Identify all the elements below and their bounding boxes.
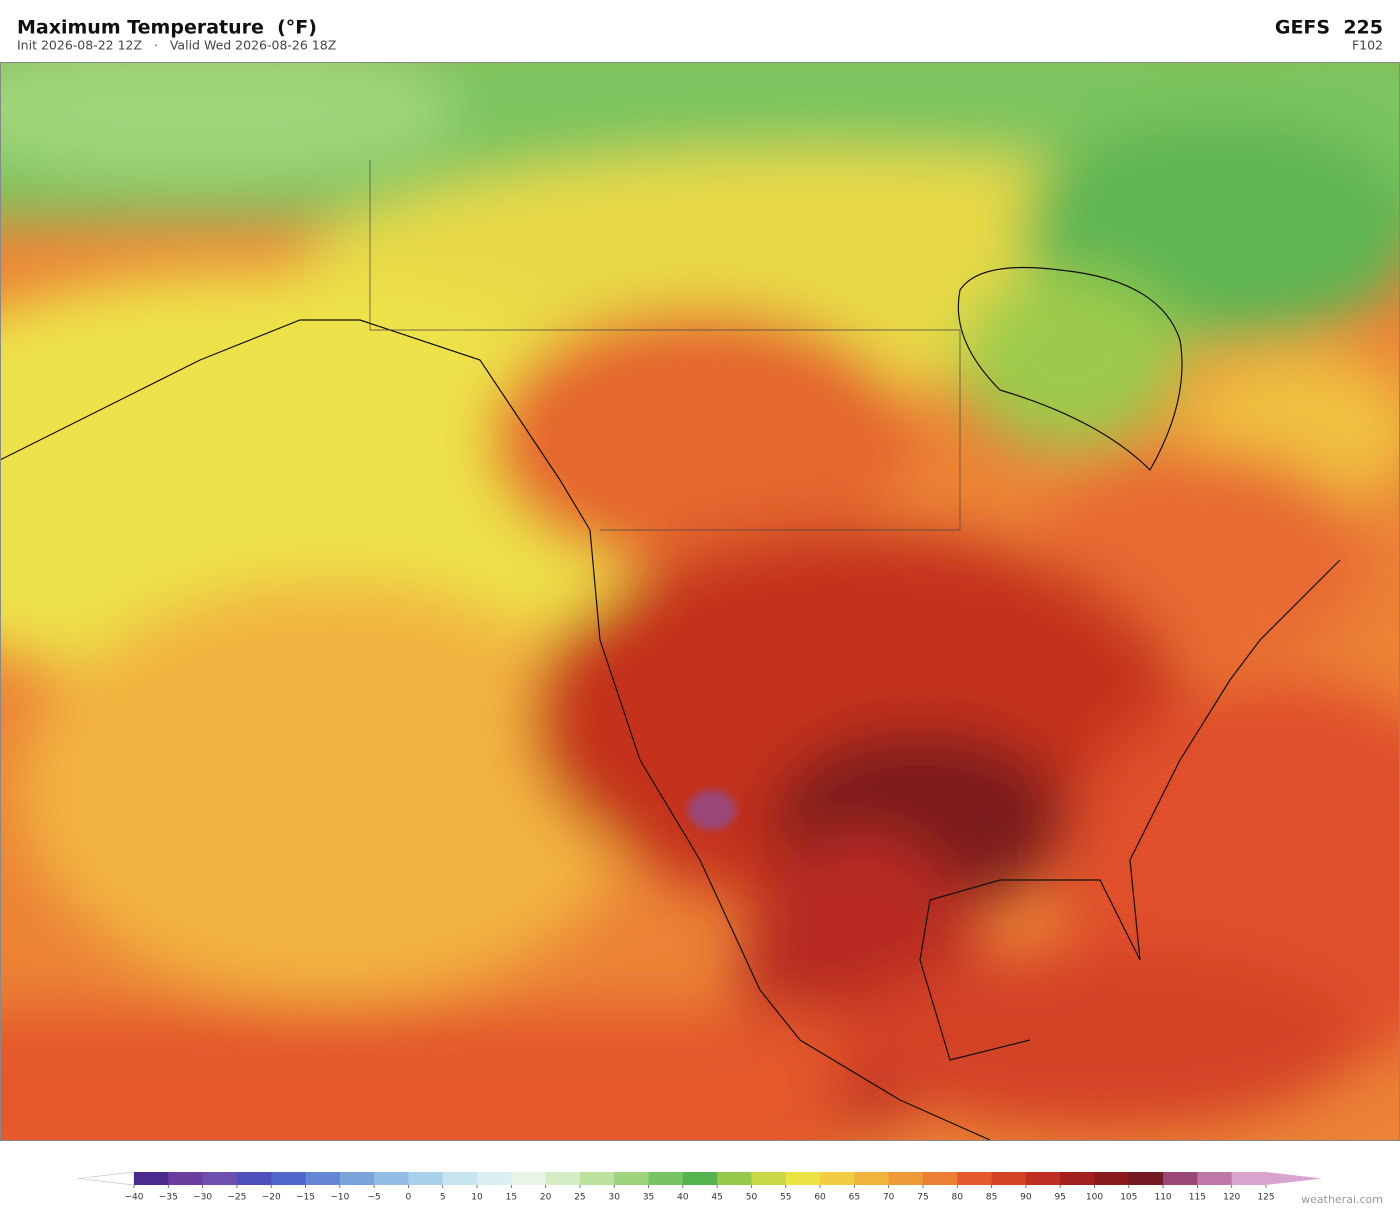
colorbar-segment xyxy=(168,1172,204,1185)
colorbar-segment xyxy=(785,1172,821,1185)
temperature-map xyxy=(0,62,1400,1140)
coastline xyxy=(0,319,1341,1140)
colorbar-segment xyxy=(1163,1172,1198,1185)
colorbar: −40 −35 −30 −25 −20 −15 −10 −5 0 5 10 15 20 25 30 35 40 4… xyxy=(77,1171,1322,1203)
model-label: GEFS 225 xyxy=(1275,17,1383,39)
colorbar-segment xyxy=(1128,1172,1164,1185)
colorbar-tick-label: −5 xyxy=(367,1193,380,1203)
colorbar-tick-label: 20 xyxy=(540,1193,552,1203)
colorbar-tick-label: 5 xyxy=(440,1193,446,1203)
colorbar-segment xyxy=(1197,1172,1233,1185)
colorbar-segment xyxy=(134,1172,169,1185)
colorbar-tick-label: 25 xyxy=(574,1193,585,1203)
colorbar-tick-label: 15 xyxy=(506,1193,517,1203)
colorbar-tick-label: −40 xyxy=(125,1193,144,1203)
colorbar-tick-label: −10 xyxy=(330,1193,349,1203)
colorbar-segment xyxy=(991,1172,1027,1185)
colorbar-over xyxy=(1266,1172,1322,1185)
borders xyxy=(369,160,961,531)
colorbar-tick-label: 95 xyxy=(1054,1193,1065,1203)
colorbar-under xyxy=(77,1171,135,1186)
colorbar-tick-label: −35 xyxy=(159,1193,178,1203)
colorbar-tick-label: 30 xyxy=(609,1193,621,1203)
colorbar-tick-label: −20 xyxy=(262,1193,281,1203)
title: Maximum Temperature (°F) xyxy=(17,17,317,39)
colorbar-segment xyxy=(305,1172,341,1185)
colorbar-segment xyxy=(202,1172,238,1185)
forecast-hour: F102 xyxy=(1352,38,1383,53)
colorbar-tick-label: 85 xyxy=(986,1193,997,1203)
colorbar-segment xyxy=(1231,1172,1267,1185)
colorbar-tick-label: −15 xyxy=(296,1193,315,1203)
colorbar-segment xyxy=(751,1172,787,1185)
colorbar-tick-label: 10 xyxy=(471,1193,483,1203)
colorbar-segment xyxy=(1060,1172,1095,1185)
colorbar-segment xyxy=(339,1172,375,1185)
colorbar-segment xyxy=(888,1172,924,1185)
colorbar-tick-label: 125 xyxy=(1257,1193,1274,1203)
colorbar-tick-label: −30 xyxy=(193,1193,212,1203)
colorbar-tick-label: 40 xyxy=(677,1193,689,1203)
colorbar-segment xyxy=(477,1172,512,1185)
watermark: weatherai.com xyxy=(1301,1193,1383,1206)
colorbar-tick-label: 45 xyxy=(711,1193,722,1203)
colorbar-tick-label: 115 xyxy=(1189,1193,1206,1203)
colorbar-tick-label: 100 xyxy=(1086,1193,1103,1203)
colorbar-segment xyxy=(854,1172,890,1185)
colorbar-tick-label: 105 xyxy=(1120,1193,1137,1203)
colorbar-tick-label: 70 xyxy=(883,1193,895,1203)
colorbar-tick-label: 120 xyxy=(1223,1193,1240,1203)
colorbar-segment xyxy=(374,1172,409,1185)
colorbar-segment xyxy=(957,1172,993,1185)
colorbar-segment xyxy=(545,1172,581,1185)
colorbar-tick-label: 75 xyxy=(917,1193,928,1203)
hudson-bay xyxy=(957,266,1183,471)
colorbar-tick-label: 35 xyxy=(643,1193,654,1203)
colorbar-tick-label: 60 xyxy=(814,1193,826,1203)
colorbar-segment xyxy=(648,1172,684,1185)
colorbar-segment xyxy=(442,1172,478,1185)
colorbar-segment xyxy=(1094,1172,1130,1185)
colorbar-tick-label: 80 xyxy=(952,1193,964,1203)
colorbar-segment xyxy=(614,1172,650,1185)
colorbar-tick-label: −25 xyxy=(227,1193,246,1203)
colorbar-segment xyxy=(922,1172,958,1185)
colorbar-tick-label: 110 xyxy=(1154,1193,1171,1203)
colorbar-segment xyxy=(820,1172,855,1185)
colorbar-segment xyxy=(408,1172,444,1185)
colorbar-tick-label: 90 xyxy=(1020,1193,1032,1203)
colorbar-tick-label: 65 xyxy=(849,1193,860,1203)
subtitle: Init 2026-08-22 12Z · Valid Wed 2026-08-… xyxy=(17,38,336,53)
colorbar-segment xyxy=(1025,1172,1061,1185)
colorbar-tick-label: 55 xyxy=(780,1193,791,1203)
colorbar-segment xyxy=(682,1172,718,1185)
colorbar-segment xyxy=(717,1172,752,1185)
colorbar-segment xyxy=(271,1172,307,1185)
colorbar-segment xyxy=(236,1172,272,1185)
colorbar-tick-label: 0 xyxy=(406,1193,412,1203)
colorbar-tick-label: 50 xyxy=(746,1193,758,1203)
colorbar-segment xyxy=(579,1172,615,1185)
colorbar-segment xyxy=(511,1172,547,1185)
